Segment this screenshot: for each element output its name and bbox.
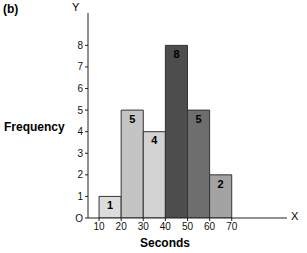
html-text:Y: Y [72, 1, 80, 13]
svg-text:5: 5 [129, 113, 135, 125]
svg-text:8: 8 [77, 40, 83, 51]
html-text:Frequency: Frequency [4, 120, 65, 134]
svg-text:5: 5 [195, 113, 201, 125]
svg-text:O: O [75, 213, 83, 224]
svg-text:1: 1 [77, 191, 83, 202]
svg-text:3: 3 [77, 148, 83, 159]
svg-text:4: 4 [151, 134, 158, 146]
svg-text:6: 6 [77, 83, 83, 94]
svg-text:8: 8 [173, 48, 179, 60]
svg-text:2: 2 [218, 178, 224, 190]
svg-text:70: 70 [226, 221, 238, 232]
html-text:(b): (b) [3, 2, 19, 16]
svg-text:40: 40 [160, 221, 172, 232]
svg-text:30: 30 [138, 221, 150, 232]
html-text:Seconds: Seconds [140, 236, 190, 250]
svg-text:50: 50 [182, 221, 194, 232]
svg-text:5: 5 [77, 105, 83, 116]
svg-text:7: 7 [77, 61, 83, 72]
svg-text:20: 20 [116, 221, 128, 232]
svg-text:10: 10 [93, 221, 105, 232]
svg-text:1: 1 [107, 199, 113, 211]
html-text:X: X [291, 210, 299, 222]
svg-text:4: 4 [77, 126, 83, 137]
svg-text:2: 2 [77, 169, 83, 180]
svg-text:60: 60 [204, 221, 216, 232]
